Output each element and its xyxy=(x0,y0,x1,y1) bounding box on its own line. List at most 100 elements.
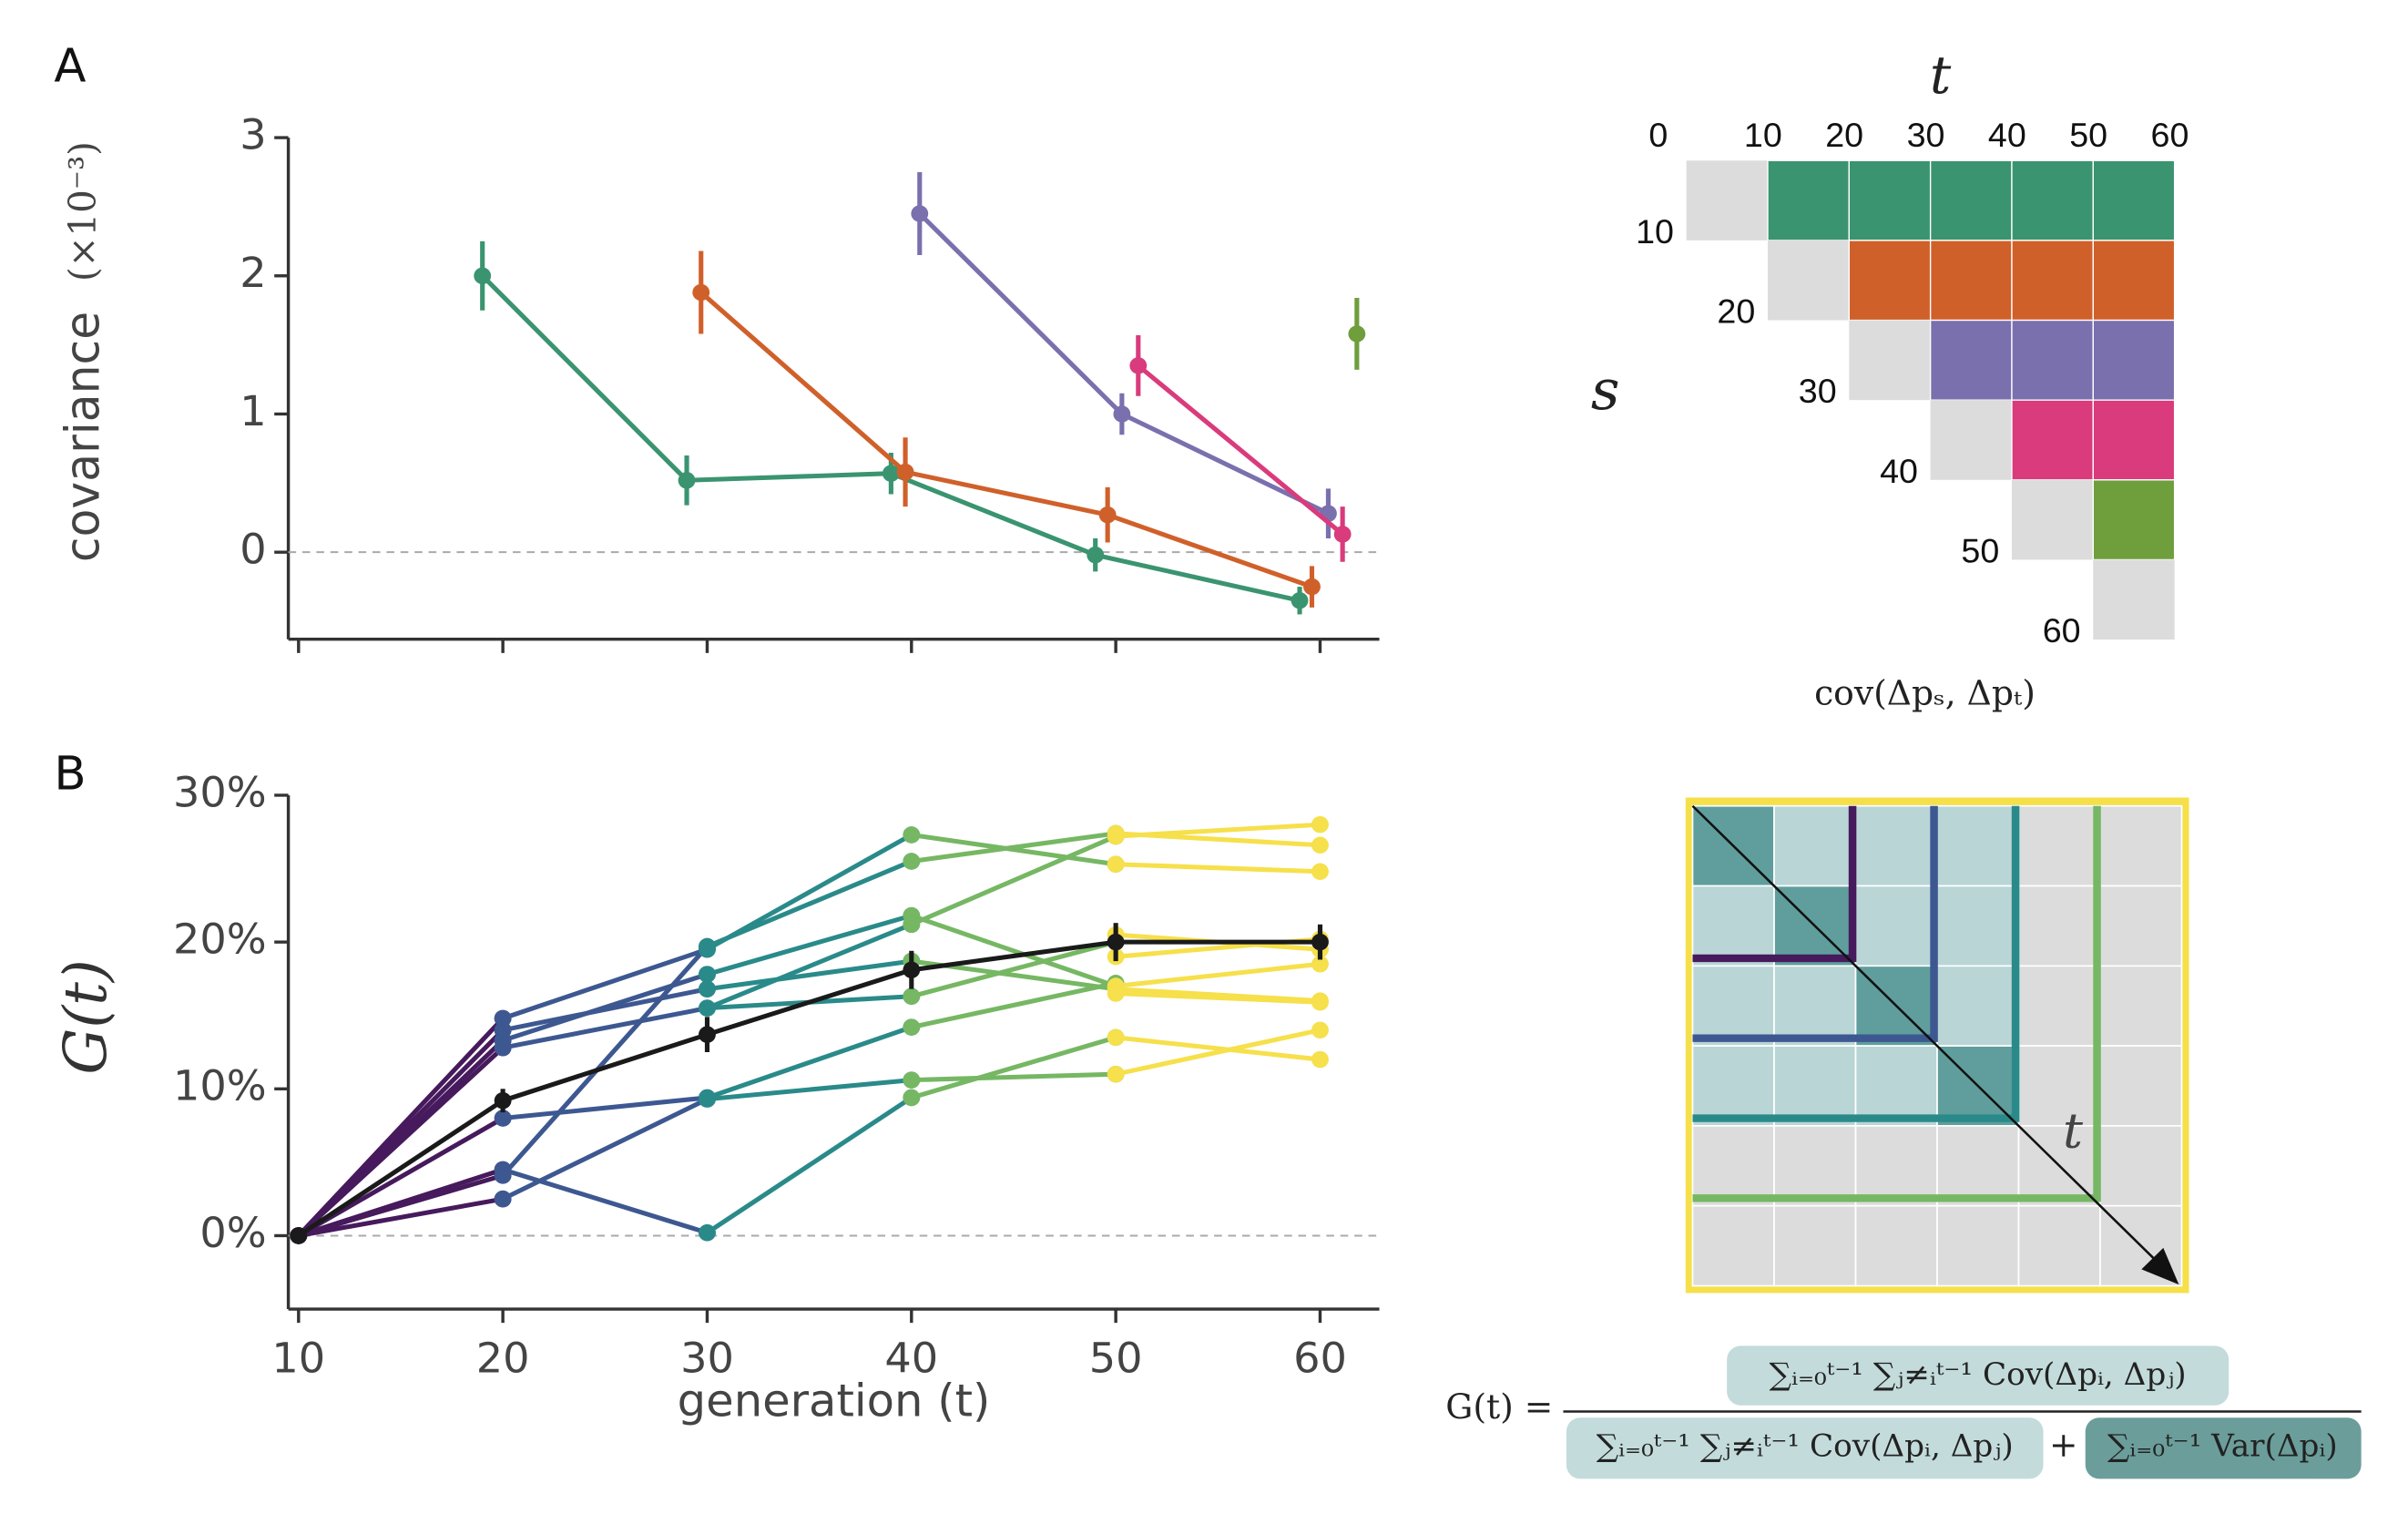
point xyxy=(1107,933,1125,951)
diagram-cell xyxy=(1854,804,1938,887)
diagram-cell xyxy=(1691,1045,1775,1127)
diagram-cell xyxy=(2017,1204,2101,1287)
point xyxy=(1311,933,1329,951)
matrix-cell xyxy=(1929,159,2013,241)
point xyxy=(494,1167,512,1184)
matrix-cell xyxy=(1767,159,1851,241)
diagram-cell xyxy=(2017,804,2101,887)
formula-box xyxy=(1727,1345,2229,1406)
point xyxy=(494,1091,512,1110)
y-tick-label: 1 xyxy=(240,387,266,435)
series-line xyxy=(1115,1028,1321,1077)
series-line xyxy=(1116,991,1321,1005)
matrix-cell-diagonal xyxy=(1849,320,1931,401)
matrix-cell-diagonal xyxy=(2011,479,2094,560)
point xyxy=(1311,863,1329,881)
point xyxy=(1107,1028,1125,1047)
panel-label: A xyxy=(54,39,86,92)
point xyxy=(699,966,716,983)
diagram-cell xyxy=(2099,804,2183,887)
matrix-cell-diagonal xyxy=(1930,400,2012,480)
diagram-cell xyxy=(1691,885,1775,967)
point xyxy=(1291,592,1309,609)
diagram-cell xyxy=(1854,1045,1938,1127)
y-label-unit: (×10⁻³) xyxy=(60,141,104,281)
point xyxy=(678,472,696,489)
point xyxy=(1107,985,1125,1002)
series-line xyxy=(1137,363,1344,537)
y-tick-label: 2 xyxy=(240,250,266,297)
series-line xyxy=(910,913,1117,988)
series-line xyxy=(707,958,913,992)
formula-denominator-var: ∑ᵢ₌₀ᵗ⁻¹ Var(Δpᵢ) xyxy=(2107,1428,2338,1464)
formula-numerator: ∑ᵢ₌₀ᵗ⁻¹ ∑ⱼ≠ᵢᵗ⁻¹ Cov(Δpᵢ, Δpⱼ) xyxy=(1770,1356,2187,1392)
matrix-col-label: 20 xyxy=(1825,116,1863,154)
diagram: t xyxy=(1685,797,2189,1294)
point xyxy=(1311,1050,1329,1069)
diagram-cell xyxy=(2099,1125,2183,1207)
point xyxy=(1311,993,1329,1011)
y-tick-label: 3 xyxy=(240,111,266,159)
point xyxy=(1107,855,1125,873)
y-tick-label: 20% xyxy=(173,916,267,963)
series-line xyxy=(707,1078,913,1102)
point xyxy=(1311,956,1329,973)
point xyxy=(494,1021,512,1039)
matrix-t-label: t xyxy=(1930,46,1952,106)
diagram-cell xyxy=(2099,1045,2183,1127)
matrix-cell xyxy=(1848,159,1932,241)
diagram-boundary xyxy=(1692,805,2020,1122)
diagram-cell xyxy=(2017,1045,2101,1127)
point xyxy=(699,1090,716,1108)
panel-label: B xyxy=(54,747,86,800)
point xyxy=(1348,325,1366,343)
point xyxy=(903,987,921,1005)
matrix: t s cov(Δpₛ, Δpₜ) 10 20 30 40 50 60 0 10 20 30 40 5… xyxy=(1591,46,2189,712)
point xyxy=(1107,1065,1125,1083)
y-tick-label: 10% xyxy=(173,1062,267,1110)
point xyxy=(699,999,716,1017)
series-line xyxy=(1115,961,1321,988)
series-line xyxy=(911,831,1117,864)
x-tick-label: 10 xyxy=(271,1335,325,1382)
point xyxy=(494,1110,512,1127)
series-line xyxy=(297,1046,505,1238)
y-tick-label: 0% xyxy=(199,1209,266,1256)
point xyxy=(903,853,921,870)
diagram-cell xyxy=(1936,885,2020,967)
diagram-t-label: t xyxy=(2063,1102,2083,1159)
x-tick-label: 60 xyxy=(1293,1335,1347,1382)
series-line xyxy=(501,945,709,1178)
matrix-row-label: 50 xyxy=(1961,532,1999,570)
matrix-col-label: 30 xyxy=(1907,116,1945,154)
x-tick-label: 40 xyxy=(884,1335,938,1382)
matrix-col-label: 50 xyxy=(2069,116,2107,154)
point xyxy=(903,1018,921,1036)
formula: G(t) = ∑ᵢ₌₀ᵗ⁻¹ ∑ⱼ≠ᵢᵗ⁻¹ Cov(Δpᵢ, Δpⱼ) ∑ᵢ₌… xyxy=(1445,1345,2362,1479)
matrix-row-label: 20 xyxy=(1717,292,1755,331)
matrix-cell xyxy=(2092,159,2176,241)
matrix-cell xyxy=(1848,240,1932,322)
diagram-cell xyxy=(1773,1045,1857,1127)
x-tick-label: 30 xyxy=(680,1335,734,1382)
series-line xyxy=(911,980,1117,1030)
matrix-cell-diagonal xyxy=(1767,240,1850,321)
formula-denominator-cov: ∑ᵢ₌₀ᵗ⁻¹ ∑ⱼ≠ᵢᵗ⁻¹ Cov(Δpᵢ, Δpⱼ) xyxy=(1597,1428,2014,1464)
diagram-cell xyxy=(1773,1204,1857,1287)
series-line xyxy=(706,859,913,949)
series-line xyxy=(297,1116,505,1238)
series-line xyxy=(502,1006,708,1050)
diagram-cell xyxy=(1854,1125,1938,1207)
matrix-cell xyxy=(2092,319,2176,401)
formula-lhs: G(t) = xyxy=(1445,1387,1553,1427)
series-line xyxy=(298,1172,504,1238)
matrix-row-label: 40 xyxy=(1880,452,1918,490)
series-line xyxy=(1115,1035,1321,1062)
series-line xyxy=(911,1071,1117,1083)
diagram-boundary xyxy=(1692,805,1857,963)
matrix-cell xyxy=(2011,319,2094,401)
matrix-caption: cov(Δpₛ, Δpₜ) xyxy=(1814,673,2036,713)
diagram-cell xyxy=(2017,885,2101,967)
